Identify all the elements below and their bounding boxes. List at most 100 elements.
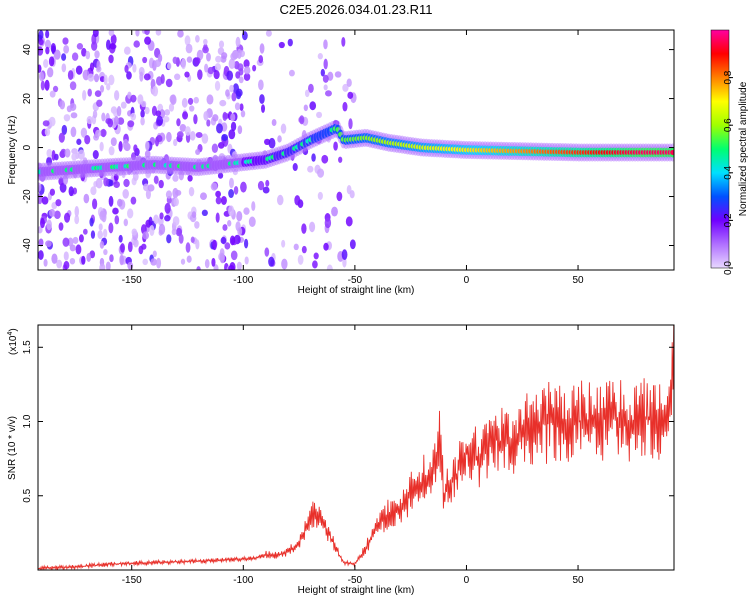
spectral-blob bbox=[229, 84, 234, 93]
spectral-blob bbox=[52, 85, 59, 93]
spectral-blob bbox=[144, 106, 150, 115]
spectral-blob bbox=[193, 96, 200, 104]
spectral-blob bbox=[142, 231, 150, 240]
spectral-blob bbox=[53, 210, 61, 220]
spectral-blob bbox=[43, 258, 48, 267]
spectral-blob bbox=[317, 53, 323, 60]
spectrogram-xlabel: Height of straight line (km) bbox=[298, 285, 415, 296]
spectral-blob bbox=[171, 228, 177, 236]
spectral-blob bbox=[38, 46, 44, 56]
snr-ylabel: SNR (10 * v/v) bbox=[7, 416, 18, 480]
spectral-blob bbox=[135, 30, 140, 37]
spectral-blob bbox=[122, 138, 129, 150]
spectral-blob bbox=[48, 56, 55, 67]
spectral-blob bbox=[147, 184, 155, 192]
spectral-blob bbox=[137, 94, 144, 105]
spectral-blob bbox=[38, 64, 42, 73]
spectral-blob bbox=[84, 135, 91, 145]
spectral-blob bbox=[219, 99, 227, 107]
spectral-blob bbox=[259, 94, 265, 104]
spectral-blob bbox=[152, 85, 159, 97]
spectral-blob bbox=[94, 90, 102, 98]
spectral-blob bbox=[271, 118, 277, 126]
spectral-blob bbox=[127, 241, 133, 253]
spectral-blob bbox=[311, 153, 316, 162]
spectral-blob bbox=[239, 103, 244, 112]
spectral-blob bbox=[301, 245, 307, 254]
spectral-blob bbox=[322, 74, 329, 83]
spectral-blob bbox=[92, 30, 99, 38]
spectral-blob bbox=[237, 125, 243, 135]
spectral-blob bbox=[38, 250, 44, 260]
spectral-blob bbox=[214, 63, 221, 71]
spectral-blob bbox=[76, 42, 84, 50]
spectral-blob bbox=[299, 115, 305, 125]
spectral-blob bbox=[230, 52, 238, 61]
spectral-blob bbox=[221, 134, 229, 142]
spectral-blob bbox=[174, 73, 181, 81]
spectral-blob bbox=[55, 199, 62, 207]
spectral-blob bbox=[288, 69, 295, 77]
spectral-blob bbox=[201, 133, 209, 144]
spectral-blob bbox=[71, 52, 79, 61]
spectral-blob bbox=[294, 195, 301, 206]
snr-series-line bbox=[38, 325, 674, 570]
spectral-blob bbox=[94, 50, 100, 59]
spectral-blob bbox=[166, 234, 172, 244]
snr-axes: -150 -100 -50 0 50 0.5 1.0 1.5 bbox=[22, 325, 674, 586]
spectral-blob bbox=[265, 30, 272, 37]
spectral-blob bbox=[243, 59, 250, 68]
spectral-blob bbox=[140, 109, 145, 118]
spectral-blob bbox=[101, 112, 106, 122]
spectral-blob bbox=[156, 115, 164, 126]
colorbar-axes: 0.0 0.2 0.4 0.6 0.8 bbox=[723, 70, 734, 275]
spectral-blob bbox=[280, 123, 287, 134]
spectral-blob bbox=[61, 53, 67, 61]
spectral-blob bbox=[225, 89, 230, 97]
spectral-blob bbox=[61, 63, 67, 73]
spectral-blob bbox=[278, 41, 285, 49]
spectral-blob bbox=[153, 214, 159, 225]
spectral-blob bbox=[219, 253, 225, 264]
spectral-blob bbox=[188, 186, 195, 197]
spectral-blob bbox=[158, 179, 164, 189]
spectral-blob bbox=[321, 154, 329, 164]
spectral-blob bbox=[139, 71, 144, 82]
spectral-blob bbox=[106, 39, 111, 50]
spectral-blob bbox=[308, 83, 314, 94]
spectral-blob bbox=[108, 54, 114, 64]
spectral-blob bbox=[237, 227, 243, 236]
spectral-blob bbox=[251, 201, 256, 212]
snr-line-layer bbox=[38, 325, 674, 570]
spectral-blob bbox=[178, 233, 184, 244]
spectral-blob bbox=[108, 30, 115, 37]
spectral-blob bbox=[224, 242, 231, 250]
spectral-blob bbox=[203, 111, 209, 121]
spectral-blob bbox=[103, 177, 109, 187]
spectral-blob bbox=[244, 238, 249, 249]
snr-xlabel: Height of straight line (km) bbox=[298, 585, 415, 596]
spectral-blob bbox=[38, 71, 45, 82]
spectral-blob bbox=[67, 70, 74, 81]
spectral-blob bbox=[120, 101, 127, 109]
spectral-blob bbox=[95, 177, 103, 189]
spectral-blob bbox=[341, 36, 346, 47]
spectral-blob bbox=[103, 228, 108, 238]
spectral-blob bbox=[234, 102, 241, 111]
spectral-blob bbox=[195, 148, 201, 155]
spectral-blob bbox=[43, 59, 49, 68]
spectral-blob bbox=[190, 236, 195, 243]
y-tick-label: 0 bbox=[22, 144, 33, 150]
spectral-blob bbox=[235, 71, 241, 79]
spectral-blob bbox=[69, 81, 77, 91]
spectral-blob bbox=[119, 254, 124, 266]
spectral-blob bbox=[323, 84, 328, 91]
spectral-blob bbox=[303, 104, 309, 112]
spectral-blob bbox=[228, 205, 235, 217]
spectral-blob bbox=[70, 112, 78, 119]
spectral-blob bbox=[44, 127, 51, 137]
spectral-blob bbox=[220, 236, 227, 245]
spectral-blob bbox=[133, 144, 138, 153]
spectral-blob bbox=[293, 243, 299, 251]
spectral-blob bbox=[48, 116, 56, 127]
